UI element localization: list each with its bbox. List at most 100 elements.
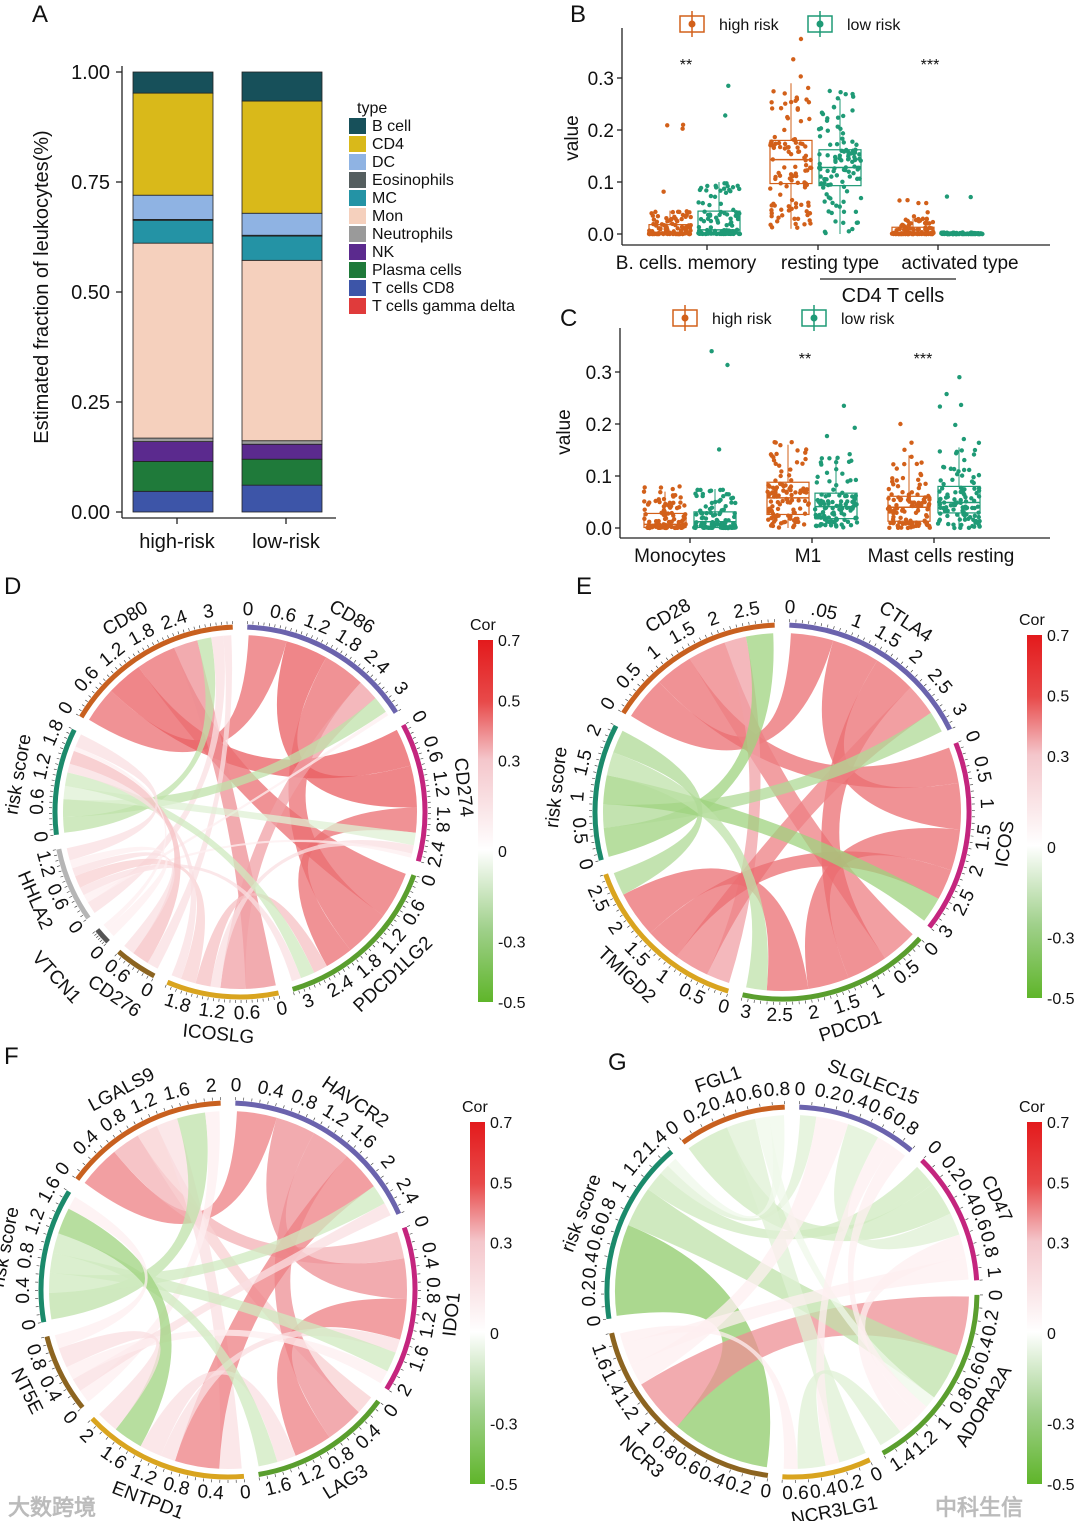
sector-tick bbox=[963, 866, 967, 869]
sector-tick bbox=[177, 631, 180, 635]
sector-tick-label: 0.4 bbox=[809, 1479, 839, 1504]
data-point bbox=[964, 505, 970, 511]
data-point bbox=[916, 485, 922, 491]
x-tick-label: M1 bbox=[795, 546, 821, 567]
sector-tick bbox=[623, 920, 627, 923]
data-point bbox=[808, 165, 813, 170]
panel-a-chart: 0.00 0.25 0.50 0.75 1.00 high-risk low-risk B c… bbox=[71, 62, 515, 553]
sector-tick bbox=[409, 1346, 413, 1348]
sector-tick bbox=[693, 640, 696, 644]
panel-label-a: A bbox=[32, 1, 48, 28]
sector-tick bbox=[413, 1330, 417, 1332]
sector-tick-label: 1 bbox=[643, 641, 664, 664]
data-point bbox=[779, 469, 784, 474]
data-point bbox=[781, 520, 786, 525]
data-point bbox=[772, 203, 777, 208]
data-point bbox=[943, 495, 949, 500]
sector-tick bbox=[58, 752, 62, 755]
sector-tick bbox=[912, 949, 916, 952]
data-point bbox=[897, 198, 902, 203]
sector-tick bbox=[141, 973, 144, 976]
chord-link-IDO1-ENTPD1 bbox=[160, 1328, 400, 1461]
sector-tick-label: 0 bbox=[85, 942, 107, 964]
sector-tick bbox=[63, 1389, 67, 1392]
sector-tick bbox=[274, 624, 276, 628]
data-point bbox=[826, 209, 831, 214]
data-point bbox=[782, 91, 787, 96]
data-point bbox=[937, 449, 943, 454]
sector-tick bbox=[321, 639, 324, 643]
sector-tick bbox=[976, 1254, 980, 1256]
chord-link-SLGLEC15-CD47 bbox=[834, 1124, 960, 1250]
data-point bbox=[958, 497, 963, 503]
chord-link-SLGLEC15-NCR3LG1 bbox=[816, 1137, 892, 1466]
legend-dot-icon bbox=[810, 314, 818, 322]
sector-tick bbox=[905, 665, 909, 669]
data-point bbox=[684, 212, 689, 218]
sector-tick bbox=[39, 1249, 43, 1251]
a-bar-segment bbox=[241, 100, 323, 214]
chord-link-CD86-ICOSLG bbox=[220, 682, 376, 989]
sector-tick bbox=[297, 1466, 300, 1470]
data-point bbox=[798, 74, 803, 79]
data-point bbox=[850, 91, 855, 97]
colorbar-tick-label: 0.7 bbox=[1047, 1115, 1069, 1132]
data-point bbox=[788, 172, 794, 177]
data-point bbox=[715, 522, 720, 527]
data-point bbox=[820, 111, 826, 117]
sector-tick bbox=[726, 993, 728, 997]
data-point bbox=[942, 508, 948, 514]
a-legend-swatch bbox=[349, 280, 366, 296]
sector-tick bbox=[623, 1380, 627, 1383]
data-point bbox=[709, 500, 715, 506]
data-point bbox=[924, 217, 929, 222]
colorbar-tick-label: -0.3 bbox=[1047, 931, 1075, 948]
data-point bbox=[780, 498, 785, 504]
data-point bbox=[788, 99, 794, 105]
data-point bbox=[676, 519, 682, 525]
data-point bbox=[905, 198, 910, 203]
data-point bbox=[898, 515, 903, 521]
sector-tick bbox=[610, 722, 614, 725]
data-point bbox=[916, 477, 921, 483]
sector-tick bbox=[340, 1442, 343, 1446]
data-point bbox=[784, 490, 789, 495]
colorbar-tick-label: 0.7 bbox=[1047, 628, 1069, 645]
data-point bbox=[642, 499, 647, 504]
colorbar-tick-label: 0.7 bbox=[498, 633, 520, 650]
sector-tick bbox=[52, 1209, 56, 1212]
sector-tick bbox=[72, 1175, 75, 1178]
chord-link-CD86-risk-score bbox=[63, 698, 386, 818]
chord-link-FGL1-NCR3LG1 bbox=[726, 1118, 866, 1463]
data-point bbox=[708, 225, 714, 230]
y-tick-label: 0.1 bbox=[588, 173, 614, 194]
sector-tick bbox=[199, 625, 201, 629]
data-point bbox=[788, 467, 793, 472]
sector-tick bbox=[595, 860, 599, 862]
sector-arc-PDCD1 bbox=[741, 936, 922, 1002]
data-point bbox=[948, 466, 954, 471]
sector-tick bbox=[103, 943, 107, 947]
sector-tick bbox=[275, 1103, 277, 1107]
data-point bbox=[848, 151, 854, 156]
data-point bbox=[781, 488, 786, 493]
chord-link-CTLA4-risk-score bbox=[603, 712, 942, 828]
box bbox=[648, 224, 692, 235]
sector-tick bbox=[147, 1462, 150, 1466]
sector-tick bbox=[155, 1465, 157, 1469]
sector-tick bbox=[56, 865, 60, 867]
sector-tick bbox=[397, 1203, 401, 1206]
colorbar-tick-label: 0.3 bbox=[490, 1236, 512, 1253]
sector-tick bbox=[602, 740, 606, 743]
data-point bbox=[785, 116, 791, 121]
sector-tick-label: 0.2 bbox=[723, 1473, 754, 1500]
data-point bbox=[668, 500, 673, 506]
data-point bbox=[909, 490, 915, 495]
sector-tick bbox=[279, 625, 281, 629]
chord-link-HAVCR2-ENTPD1 bbox=[174, 1156, 374, 1469]
data-point bbox=[703, 516, 709, 521]
chord-link-LGALS9-NT5E bbox=[80, 1111, 220, 1402]
sector-tick bbox=[193, 626, 195, 630]
data-point bbox=[976, 514, 981, 520]
sector-tick bbox=[66, 731, 70, 734]
